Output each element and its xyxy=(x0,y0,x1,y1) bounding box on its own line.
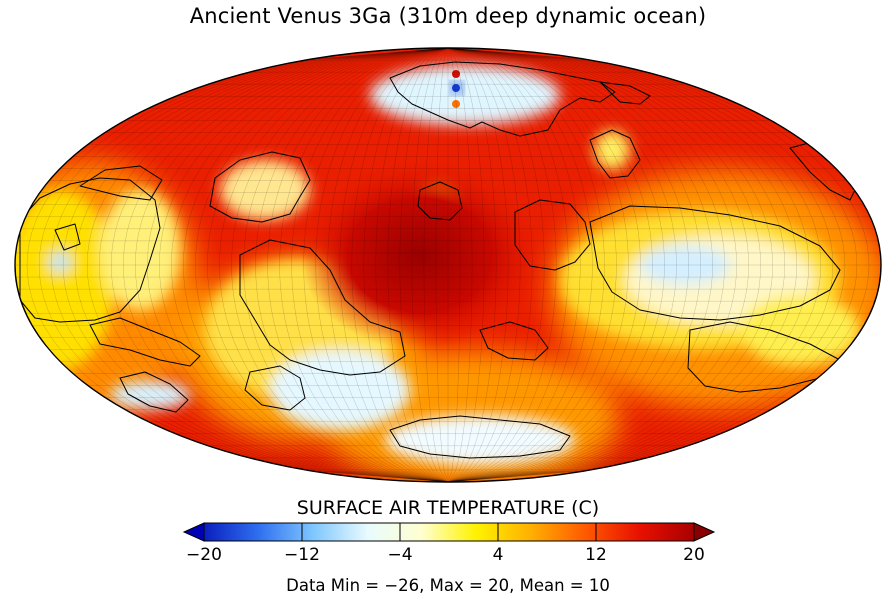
graticule-meridian xyxy=(195,48,449,482)
graticule-meridian xyxy=(447,48,822,482)
colorbar-over-arrow xyxy=(693,522,716,542)
graticule-meridian xyxy=(411,48,449,482)
graticule-meridian xyxy=(363,48,449,482)
graticule-meridian xyxy=(171,48,449,482)
graticule-meridian xyxy=(315,48,449,482)
graticule-meridian xyxy=(447,48,593,482)
graticule-meridian xyxy=(38,48,449,482)
graticule-meridian xyxy=(86,48,449,482)
graticule-meridian xyxy=(447,48,749,482)
graticule-meridian xyxy=(447,48,858,482)
graticule-meridian xyxy=(447,48,581,482)
graticule-meridian xyxy=(327,48,449,482)
graticule-meridian xyxy=(50,48,449,482)
graticule-meridian xyxy=(435,48,449,482)
colorbar-tick-label: 4 xyxy=(492,545,504,565)
graticule-meridian xyxy=(159,48,449,482)
hot-core xyxy=(300,160,540,350)
graticule-meridian xyxy=(387,48,449,482)
graticule-meridian xyxy=(98,48,449,482)
graticule-meridian xyxy=(291,48,449,482)
colorbar-ticks xyxy=(203,523,695,541)
graticule-meridian xyxy=(219,48,449,482)
graticule-meridian xyxy=(26,48,449,482)
graticule-meridian xyxy=(110,48,449,482)
graticule-meridian xyxy=(447,48,461,482)
graticule-meridian xyxy=(447,48,870,482)
graticule xyxy=(15,48,881,482)
map-outline xyxy=(14,47,882,483)
graticule-meridian xyxy=(447,48,473,482)
colorbar-tick-label: 12 xyxy=(585,545,607,565)
graticule-meridian xyxy=(447,48,761,482)
graticule-meridian xyxy=(447,48,701,482)
graticule-meridian xyxy=(423,48,449,482)
graticule-meridian xyxy=(447,48,725,482)
graticule-meridian xyxy=(447,48,545,482)
colorbar-tick-label: 20 xyxy=(683,545,705,565)
graticule-meridian xyxy=(135,48,449,482)
graticule-meridian xyxy=(303,48,449,482)
graticule-meridian xyxy=(183,48,449,482)
data-statistics: Data Min = −26, Max = 20, Mean = 10 xyxy=(286,576,610,595)
graticule-meridian xyxy=(447,48,774,482)
graticule-meridian xyxy=(74,48,449,482)
graticule-meridian xyxy=(147,48,449,482)
graticule-meridian xyxy=(447,48,617,482)
colorbar-title: SURFACE AIR TEMPERATURE (C) xyxy=(296,497,600,519)
graticule-meridian xyxy=(447,48,677,482)
graticule-meridian xyxy=(447,48,846,482)
colorbar-tick-label: −4 xyxy=(387,545,413,565)
graticule-meridian xyxy=(447,48,689,482)
graticule-meridian xyxy=(279,48,449,482)
graticule-meridian xyxy=(207,48,449,482)
graticule-meridian xyxy=(375,48,449,482)
graticule-meridian xyxy=(447,48,509,482)
colorbar-under-arrow xyxy=(182,522,205,542)
colorbar-bar xyxy=(203,522,695,542)
graticule-meridian xyxy=(447,48,641,482)
graticule-meridian xyxy=(447,48,629,482)
graticule-meridian xyxy=(447,48,834,482)
graticule-meridian xyxy=(447,48,665,482)
graticule-meridian xyxy=(447,48,533,482)
graticule-meridian xyxy=(267,48,449,482)
graticule-meridian xyxy=(447,48,497,482)
colorbar-tick-label: −20 xyxy=(186,545,222,565)
graticule-meridian xyxy=(123,48,449,482)
graticule-meridian xyxy=(447,48,798,482)
graticule-meridian xyxy=(447,48,653,482)
colorbar-tick-label: −12 xyxy=(284,545,320,565)
graticule-meridian xyxy=(447,48,713,482)
graticule-meridian xyxy=(447,48,810,482)
graticule-meridian xyxy=(447,48,737,482)
graticule-meridian xyxy=(447,48,557,482)
graticule-meridian xyxy=(447,48,485,482)
graticule-meridian xyxy=(255,48,449,482)
graticule-meridian xyxy=(447,48,521,482)
graticule-meridian xyxy=(351,48,449,482)
graticule-meridian xyxy=(62,48,449,482)
map-title: Ancient Venus 3Ga (310m deep dynamic oce… xyxy=(189,4,707,28)
graticule-meridian xyxy=(399,48,449,482)
graticule-meridian xyxy=(447,48,605,482)
graticule-meridian xyxy=(243,48,449,482)
graticule-meridian xyxy=(339,48,449,482)
graticule-meridian xyxy=(447,48,786,482)
